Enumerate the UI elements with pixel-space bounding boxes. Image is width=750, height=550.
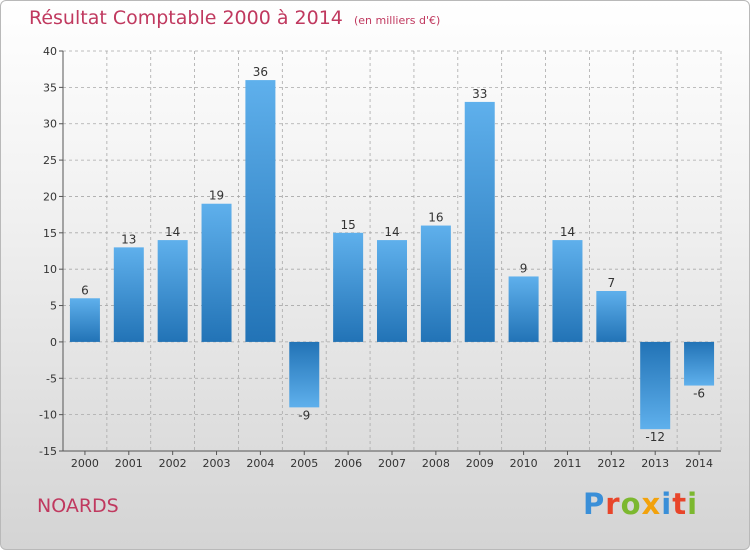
- data-label-2004: 36: [253, 65, 268, 79]
- y-tick-label: 25: [43, 154, 57, 167]
- bar-2008[interactable]: [420, 225, 451, 342]
- data-label-2003: 19: [209, 189, 224, 203]
- x-tick-label-2014: 2014: [685, 457, 713, 470]
- y-tick-label: 15: [43, 227, 57, 240]
- x-tick-label-2001: 2001: [115, 457, 143, 470]
- x-tick-label-2005: 2005: [290, 457, 318, 470]
- commune-name: NOARDS: [37, 495, 119, 517]
- data-label-2014: -6: [693, 387, 705, 401]
- data-label-2010: 9: [520, 261, 528, 275]
- bar-2002[interactable]: [157, 240, 188, 342]
- bar-2004[interactable]: [245, 80, 276, 342]
- bar-2014[interactable]: [684, 341, 715, 386]
- data-label-2012: 7: [608, 276, 616, 290]
- x-tick-label-2010: 2010: [510, 457, 538, 470]
- y-tick-label: 30: [43, 118, 57, 131]
- x-tick-label-2002: 2002: [159, 457, 187, 470]
- y-tick-label: 10: [43, 263, 57, 276]
- x-tick-label-2003: 2003: [203, 457, 231, 470]
- data-label-2011: 14: [560, 225, 575, 239]
- data-label-2001: 13: [121, 232, 136, 246]
- y-tick-label: 0: [50, 336, 57, 349]
- bar-2012[interactable]: [596, 291, 627, 342]
- logo-letter: i: [687, 487, 699, 521]
- bar-2013[interactable]: [640, 341, 671, 430]
- data-label-2006: 15: [340, 218, 355, 232]
- logo-letter: i: [661, 487, 673, 521]
- x-tick-label-2007: 2007: [378, 457, 406, 470]
- logo-letter: P: [583, 487, 606, 521]
- data-label-2007: 14: [384, 225, 399, 239]
- data-label-2002: 14: [165, 225, 180, 239]
- y-tick-label: -15: [39, 445, 57, 458]
- chart-title: Résultat Comptable 2000 à 2014: [29, 7, 343, 29]
- logo-letter: o: [620, 487, 642, 521]
- logo-letter: x: [641, 487, 662, 521]
- y-tick-label: -5: [46, 372, 57, 385]
- x-tick-label-2004: 2004: [246, 457, 274, 470]
- x-tick-label-2009: 2009: [466, 457, 494, 470]
- bar-2003[interactable]: [201, 203, 232, 342]
- y-tick-label: 5: [50, 300, 57, 313]
- bar-2009[interactable]: [464, 101, 495, 342]
- data-label-2005: -9: [298, 408, 310, 422]
- proxiti-logo[interactable]: Proxiti: [583, 487, 698, 521]
- y-tick-label: 35: [43, 81, 57, 94]
- x-tick-label-2012: 2012: [597, 457, 625, 470]
- data-label-2009: 33: [472, 87, 487, 101]
- bar-2000[interactable]: [69, 298, 100, 342]
- x-tick-label-2000: 2000: [71, 457, 99, 470]
- bar-2010[interactable]: [508, 276, 539, 342]
- x-tick-label-2008: 2008: [422, 457, 450, 470]
- x-tick-label-2006: 2006: [334, 457, 362, 470]
- x-tick-label-2011: 2011: [553, 457, 581, 470]
- bar-2005[interactable]: [289, 341, 320, 408]
- x-tick-label-2013: 2013: [641, 457, 669, 470]
- bar-2007[interactable]: [377, 240, 407, 342]
- y-tick-label: -10: [39, 409, 57, 422]
- data-label-2000: 6: [81, 283, 89, 297]
- unit-note: (en milliers d'€): [353, 14, 441, 27]
- data-label-2008: 16: [428, 211, 443, 225]
- y-tick-label: 20: [43, 190, 57, 203]
- logo-letter: r: [605, 487, 621, 521]
- bar-2011[interactable]: [552, 240, 583, 342]
- bar-2006[interactable]: [333, 232, 364, 342]
- y-tick-label: 40: [43, 45, 57, 58]
- data-label-2013: -12: [645, 430, 665, 444]
- logo-letter: t: [672, 487, 688, 521]
- chart-title-block: Résultat Comptable 2000 à 2014 (en milli…: [29, 7, 440, 29]
- bar-2001[interactable]: [113, 247, 144, 342]
